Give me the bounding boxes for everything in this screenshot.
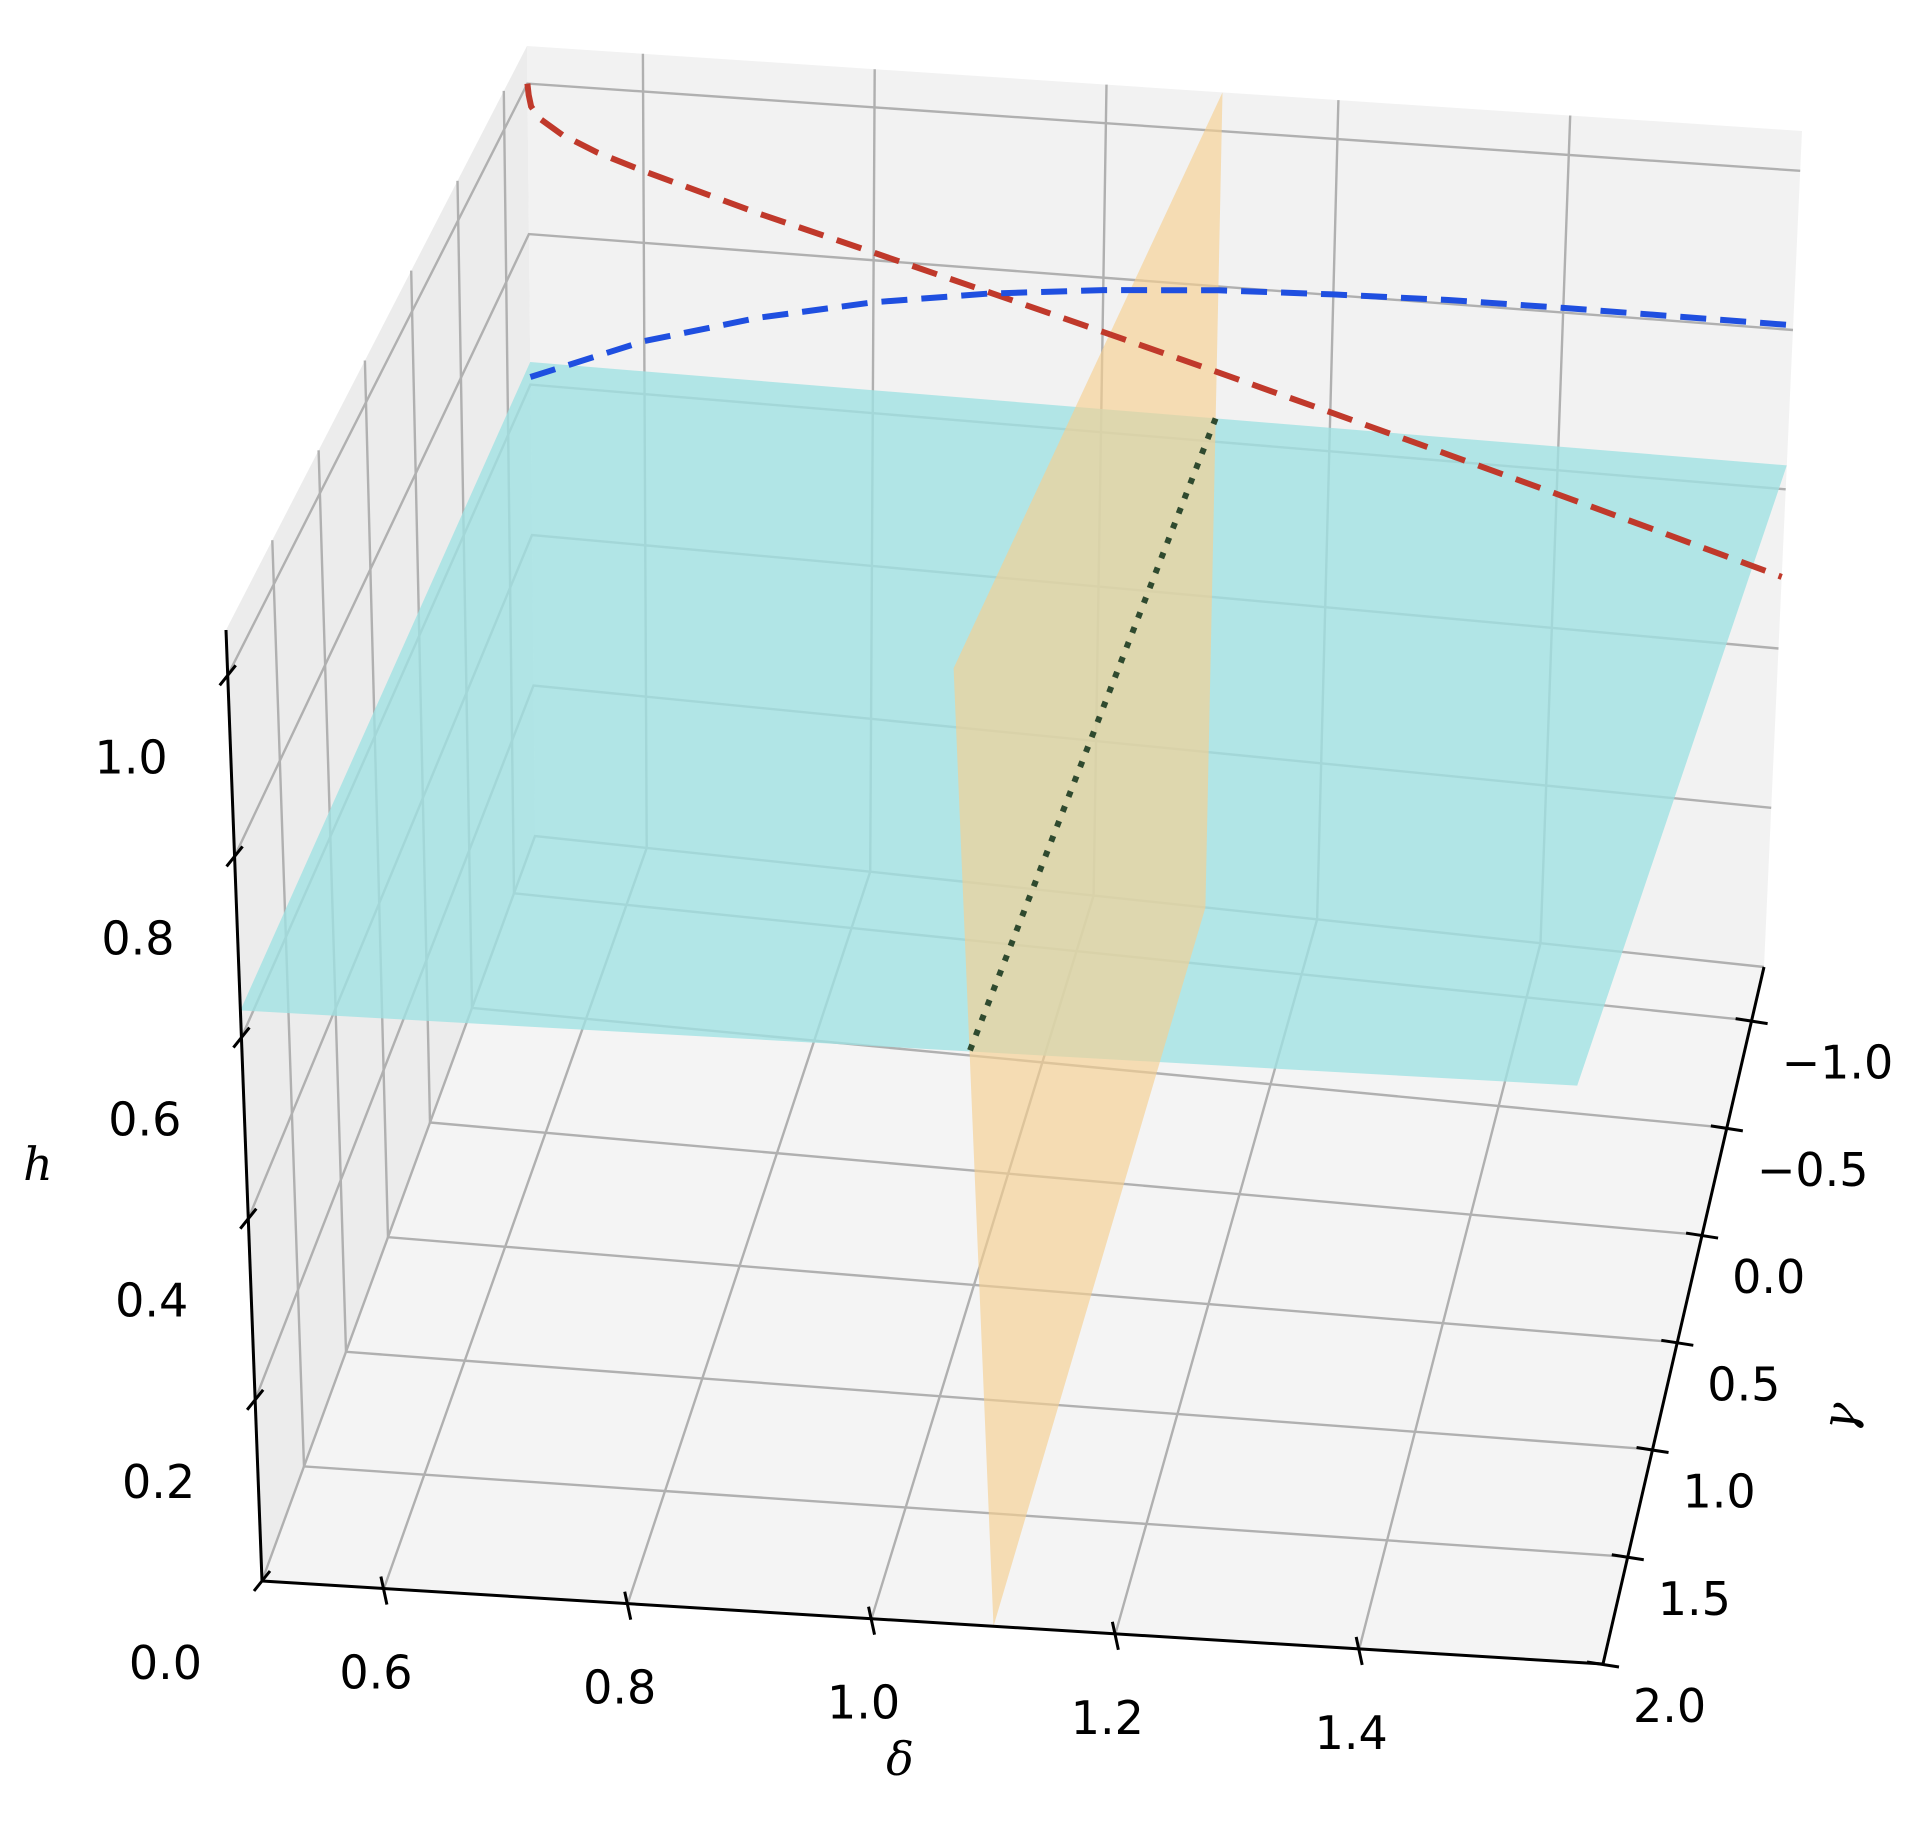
z-tick (245, 1388, 265, 1411)
z-tick-label: 0.2 (122, 1455, 195, 1509)
y-tick-label: 0.0 (1732, 1250, 1805, 1304)
z-tick-label: 1.0 (95, 730, 168, 784)
y-tick (1735, 1017, 1768, 1026)
z-tick-label: 0.8 (101, 911, 174, 965)
z-tick (239, 1207, 258, 1230)
axis-lines (224, 629, 1766, 1666)
z-tick (218, 664, 237, 687)
series-line-3 (966, 417, 1219, 1053)
z-axis-label: h (23, 1137, 53, 1191)
y-tick-label: 0.5 (1707, 1357, 1780, 1411)
z-tick (225, 845, 244, 868)
x-tick-label: 1.0 (827, 1676, 900, 1730)
vertical-plane (953, 92, 1223, 1627)
y-tick-label: 1.5 (1658, 1572, 1731, 1626)
z-tick-label: 0.4 (115, 1274, 188, 1328)
x-tick-label: 0.6 (339, 1646, 412, 1700)
x-tick (1110, 1621, 1120, 1651)
z-tick (252, 1570, 272, 1592)
y-tick (1661, 1338, 1694, 1347)
x-tick (867, 1606, 877, 1636)
y-tick (1586, 1660, 1620, 1669)
x-tick-label: 1.4 (1315, 1706, 1388, 1760)
y-tick-label: −1.0 (1782, 1036, 1894, 1090)
y-tick (1710, 1124, 1744, 1133)
y-tick (1611, 1553, 1645, 1562)
x-tick (379, 1576, 389, 1605)
x-axis-line (261, 1579, 1604, 1666)
z-axis-line (224, 629, 264, 1582)
tick-labels: 0.6 0.8 1.0 1.2 1.4 −1.0 −0.5 0.0 0.5 1.0 1.5 2.0 0.… (95, 730, 1894, 1760)
z-tick-label: 0.0 (129, 1636, 202, 1690)
y-tick-label: 2.0 (1633, 1679, 1706, 1733)
series-line-1 (524, 83, 1783, 580)
y-tick-label: 1.0 (1683, 1465, 1756, 1519)
y-axis-line (1601, 966, 1766, 1665)
y-axis-label: γ (1810, 1397, 1869, 1436)
z-tick (232, 1026, 251, 1049)
series-line-2 (529, 287, 1794, 380)
x-tick-label: 0.8 (583, 1661, 656, 1715)
z-tick-label: 0.6 (108, 1093, 181, 1147)
data-series (524, 83, 1794, 1053)
x-tick-label: 1.2 (1071, 1691, 1144, 1745)
y-tick (1685, 1231, 1719, 1240)
surfaces (240, 92, 1787, 1627)
y-tick-label: −0.5 (1757, 1143, 1869, 1197)
y-tick (1636, 1446, 1669, 1455)
tick-marks (218, 664, 1768, 1669)
x-axis-label: δ (886, 1732, 914, 1786)
x-tick (1354, 1636, 1364, 1666)
x-tick (623, 1591, 633, 1620)
